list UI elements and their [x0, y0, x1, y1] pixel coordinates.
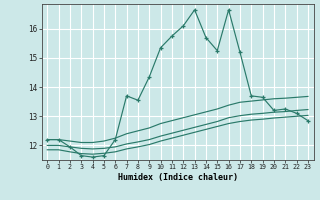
X-axis label: Humidex (Indice chaleur): Humidex (Indice chaleur) [118, 173, 237, 182]
